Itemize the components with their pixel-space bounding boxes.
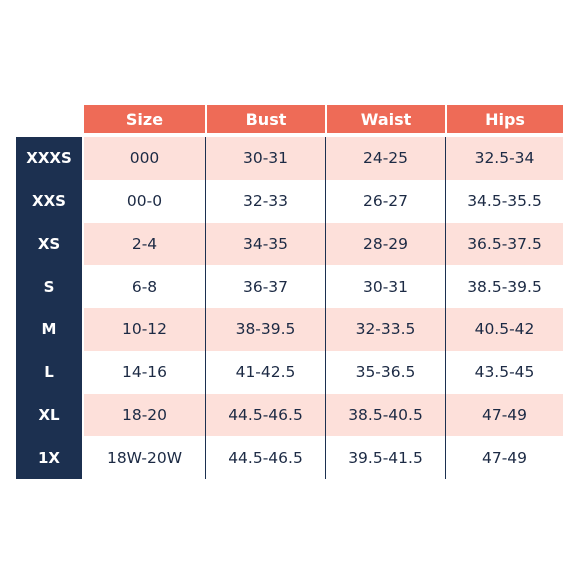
- cell-waist: 38.5-40.5: [325, 393, 445, 437]
- cell-waist: 39.5-41.5: [325, 436, 445, 479]
- row-label: L: [44, 363, 54, 382]
- cell-waist: 26-27: [325, 179, 445, 223]
- cell-hips: 34.5-35.5: [445, 179, 563, 223]
- table-row: 000 30-31 24-25 32.5-34: [84, 137, 563, 180]
- table-row: 6-8 36-37 30-31 38.5-39.5: [84, 265, 563, 308]
- cell-bust: 30-31: [205, 137, 325, 180]
- cell-hips: 47-49: [445, 436, 563, 479]
- cell-hips: 43.5-45: [445, 350, 563, 394]
- cell-size: 10-12: [121, 320, 168, 339]
- table-row: 00-0 32-33 26-27 34.5-35.5: [84, 179, 563, 223]
- cell-waist: 24-25: [325, 137, 445, 180]
- column-header-bust: Bust: [205, 105, 325, 133]
- table-row: 18-20 44.5-46.5 38.5-40.5 47-49: [84, 393, 563, 437]
- cell-waist: 30-31: [325, 265, 445, 308]
- table-header-row: Size Bust Waist Hips: [84, 105, 563, 133]
- row-label: M: [41, 320, 57, 339]
- column-header-waist: Waist: [325, 105, 445, 133]
- row-label: XL: [38, 405, 60, 424]
- table-row: 14-16 41-42.5 35-36.5 43.5-45: [84, 350, 563, 394]
- cell-hips: 47-49: [445, 393, 563, 437]
- cell-bust: 38-39.5: [205, 308, 325, 351]
- cell-hips: 38.5-39.5: [445, 265, 563, 308]
- cell-size: 18W-20W: [106, 448, 183, 467]
- row-label: S: [43, 277, 55, 296]
- cell-size: 14-16: [121, 363, 168, 382]
- cell-bust: 36-37: [205, 265, 325, 308]
- cell-hips: 32.5-34: [445, 137, 563, 180]
- cell-size: 18-20: [121, 405, 168, 424]
- cell-bust: 44.5-46.5: [205, 393, 325, 437]
- row-label: 1X: [37, 448, 60, 467]
- cell-bust: 44.5-46.5: [205, 436, 325, 479]
- cell-waist: 32-33.5: [325, 308, 445, 351]
- table-body: XXXS XXS XS S M L XL 1X 000 30-31 24-25 …: [16, 137, 563, 479]
- row-label: XS: [37, 234, 61, 253]
- cell-size: 2-4: [131, 234, 158, 253]
- table-row: 10-12 38-39.5 32-33.5 40.5-42: [84, 308, 563, 351]
- column-header-size: Size: [84, 105, 205, 133]
- row-label: XXS: [32, 192, 66, 211]
- row-label: XXXS: [26, 149, 72, 168]
- table-row: 2-4 34-35 28-29 36.5-37.5: [84, 222, 563, 266]
- size-chart-table: Size Bust Waist Hips XXXS XXS XS S M L X…: [16, 105, 563, 479]
- cell-waist: 28-29: [325, 222, 445, 266]
- cell-bust: 34-35: [205, 222, 325, 266]
- cell-bust: 41-42.5: [205, 350, 325, 394]
- cell-size: 000: [129, 149, 160, 168]
- cell-size: 6-8: [131, 277, 158, 296]
- cell-waist: 35-36.5: [325, 350, 445, 394]
- cell-hips: 40.5-42: [445, 308, 563, 351]
- measurement-grid: 000 30-31 24-25 32.5-34 00-0 32-33 26-27…: [84, 137, 563, 479]
- table-row: 18W-20W 44.5-46.5 39.5-41.5 47-49: [84, 436, 563, 479]
- column-header-hips: Hips: [445, 105, 563, 133]
- cell-bust: 32-33: [205, 179, 325, 223]
- cell-hips: 36.5-37.5: [445, 222, 563, 266]
- size-label-column: XXXS XXS XS S M L XL 1X: [16, 137, 82, 479]
- cell-size: 00-0: [126, 192, 163, 211]
